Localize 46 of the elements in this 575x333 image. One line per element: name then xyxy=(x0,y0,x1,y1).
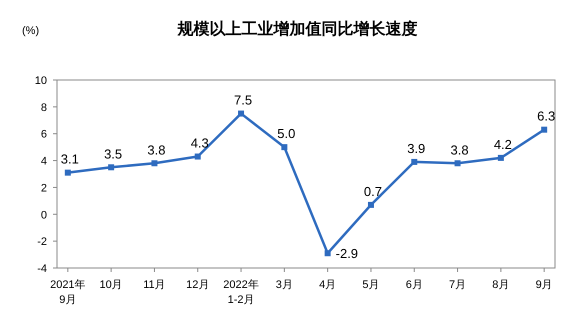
text: 3.8 xyxy=(450,142,469,158)
point xyxy=(454,160,461,166)
y-tick-label: 4 xyxy=(40,156,47,168)
y-tick-label: -2 xyxy=(37,236,47,248)
y-axis-title: (%) xyxy=(22,25,40,37)
x-tick-label: 10月 xyxy=(100,279,123,291)
x-tick-label: 5月 xyxy=(362,279,380,291)
text: 5.0 xyxy=(277,126,296,142)
chart-title: 规模以上工业增加值同比增长速度 xyxy=(176,19,418,38)
point xyxy=(498,154,504,161)
x-tick-label: 4月 xyxy=(319,279,336,291)
text: 4.3 xyxy=(190,136,209,151)
x-tick-label: 6月 xyxy=(406,279,423,291)
x-tick-label: 12月 xyxy=(186,279,210,291)
point xyxy=(194,154,201,160)
text: 3.1 xyxy=(60,152,79,167)
point xyxy=(324,250,331,256)
x-tick-label: 9月 xyxy=(536,279,553,291)
point xyxy=(281,144,288,150)
point xyxy=(368,202,374,208)
text: 3.5 xyxy=(104,146,122,162)
y-tick-label: 8 xyxy=(40,102,47,114)
text: 6.3 xyxy=(537,108,556,124)
point xyxy=(541,126,548,133)
point xyxy=(64,170,71,176)
text: 3.8 xyxy=(147,142,166,158)
text: 3.9 xyxy=(407,140,426,156)
x-tick-label: 11月 xyxy=(143,279,166,291)
y-tick-label: 2 xyxy=(40,182,47,194)
y-tick-label: 6 xyxy=(40,128,47,141)
point xyxy=(411,158,418,165)
x-tick-label: 7月 xyxy=(449,279,466,291)
text: 0.7 xyxy=(364,184,382,199)
text: -2.9 xyxy=(336,246,358,262)
point xyxy=(151,160,158,166)
x-tick-label: 2021年 9月 xyxy=(50,279,86,306)
y-tick-label: 0 xyxy=(40,209,47,222)
point xyxy=(108,164,114,170)
y-tick-label: -4 xyxy=(37,263,47,275)
text: 7.5 xyxy=(234,92,252,108)
x-tick-label: 3月 xyxy=(276,279,293,291)
x-tick-label: 8月 xyxy=(492,279,510,291)
y-tick-label: 10 xyxy=(34,75,47,87)
text: 4.2 xyxy=(494,136,512,152)
point xyxy=(238,110,244,117)
x-tick-label: 2022年 1-2月 xyxy=(223,279,259,306)
